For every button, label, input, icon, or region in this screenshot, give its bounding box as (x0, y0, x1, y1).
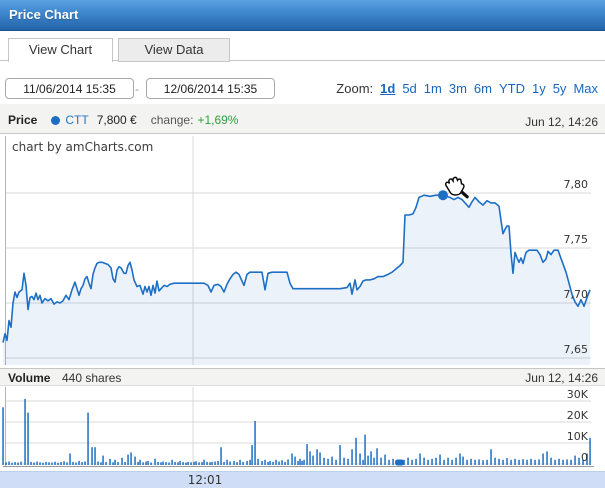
ticker-symbol: CTT (65, 113, 89, 127)
zoom-option-3m[interactable]: 3m (448, 81, 467, 96)
series-bullet-icon (51, 116, 61, 125)
zoom-option-6m[interactable]: 6m (473, 81, 492, 96)
date-range-separator: - (135, 82, 139, 96)
change-label: change: (150, 113, 194, 127)
hand-cursor-icon (445, 176, 469, 199)
legend-band (0, 104, 605, 134)
volume-axis-tick: 20K (566, 409, 588, 422)
price-axis-tick: 7,65 (563, 343, 589, 356)
zoom-option-5y[interactable]: 5y (552, 81, 567, 96)
price-label: Price (8, 113, 38, 127)
volume-shares: 440 shares (62, 371, 122, 385)
widget-title-bar: Price Chart (0, 0, 605, 31)
zoom-option-ytd[interactable]: YTD (498, 81, 525, 96)
volume-axis-tick: 30K (566, 388, 588, 401)
zoom-label: Zoom: (336, 81, 374, 96)
tab-view-data[interactable]: View Data (118, 38, 230, 62)
zoom-links: 1d 5d 1m 3m 6m YTD 1y 5y Max (373, 81, 598, 96)
zoom-option-1y[interactable]: 1y (531, 81, 546, 96)
volume-header: Volume 440 shares (0, 368, 605, 386)
change-value: +1,69% (197, 113, 239, 127)
price-chart[interactable]: chart by amCharts.com 7,65 7,70 7,75 7,80 (0, 135, 605, 366)
category-axis-band[interactable]: 12:01 (0, 471, 605, 488)
volume-label: Volume (8, 371, 51, 385)
zoom-controls: Zoom: 1d 5d 1m 3m 6m YTD 1y 5y Max (336, 81, 598, 96)
price-value: 7,800 € (96, 113, 137, 127)
price-axis-tick: 7,80 (563, 178, 589, 191)
zoom-option-1m[interactable]: 1m (423, 81, 442, 96)
date-to-input[interactable] (146, 78, 275, 99)
volume-timestamp: Jun 12, 14:26 (525, 371, 598, 385)
price-legend: Price CTT 7,800 € change: +1,69% (8, 113, 238, 129)
volume-axis-tick: 0 (581, 451, 588, 464)
tab-view-chart[interactable]: View Chart (8, 38, 113, 62)
volume-chart[interactable]: 0 10K 20K 30K (0, 386, 605, 469)
zoom-option-1d[interactable]: 1d (380, 81, 396, 96)
page-title: Price Chart (9, 7, 79, 22)
tab-bar: View Chart View Data (0, 37, 605, 62)
price-axis-tick: 7,75 (563, 233, 589, 246)
x-axis-tick-label: 12:01 (187, 473, 223, 487)
zoom-option-5d[interactable]: 5d (402, 81, 417, 96)
zoom-option-max[interactable]: Max (573, 81, 598, 96)
date-from-input[interactable] (5, 78, 134, 99)
price-chart-svg (2, 136, 591, 365)
volume-axis-tick: 10K (566, 430, 588, 443)
volume-chart-svg (2, 387, 594, 467)
price-axis-tick: 7,70 (563, 288, 589, 301)
amcharts-watermark[interactable]: chart by amCharts.com (12, 140, 154, 154)
price-timestamp: Jun 12, 14:26 (525, 115, 598, 129)
